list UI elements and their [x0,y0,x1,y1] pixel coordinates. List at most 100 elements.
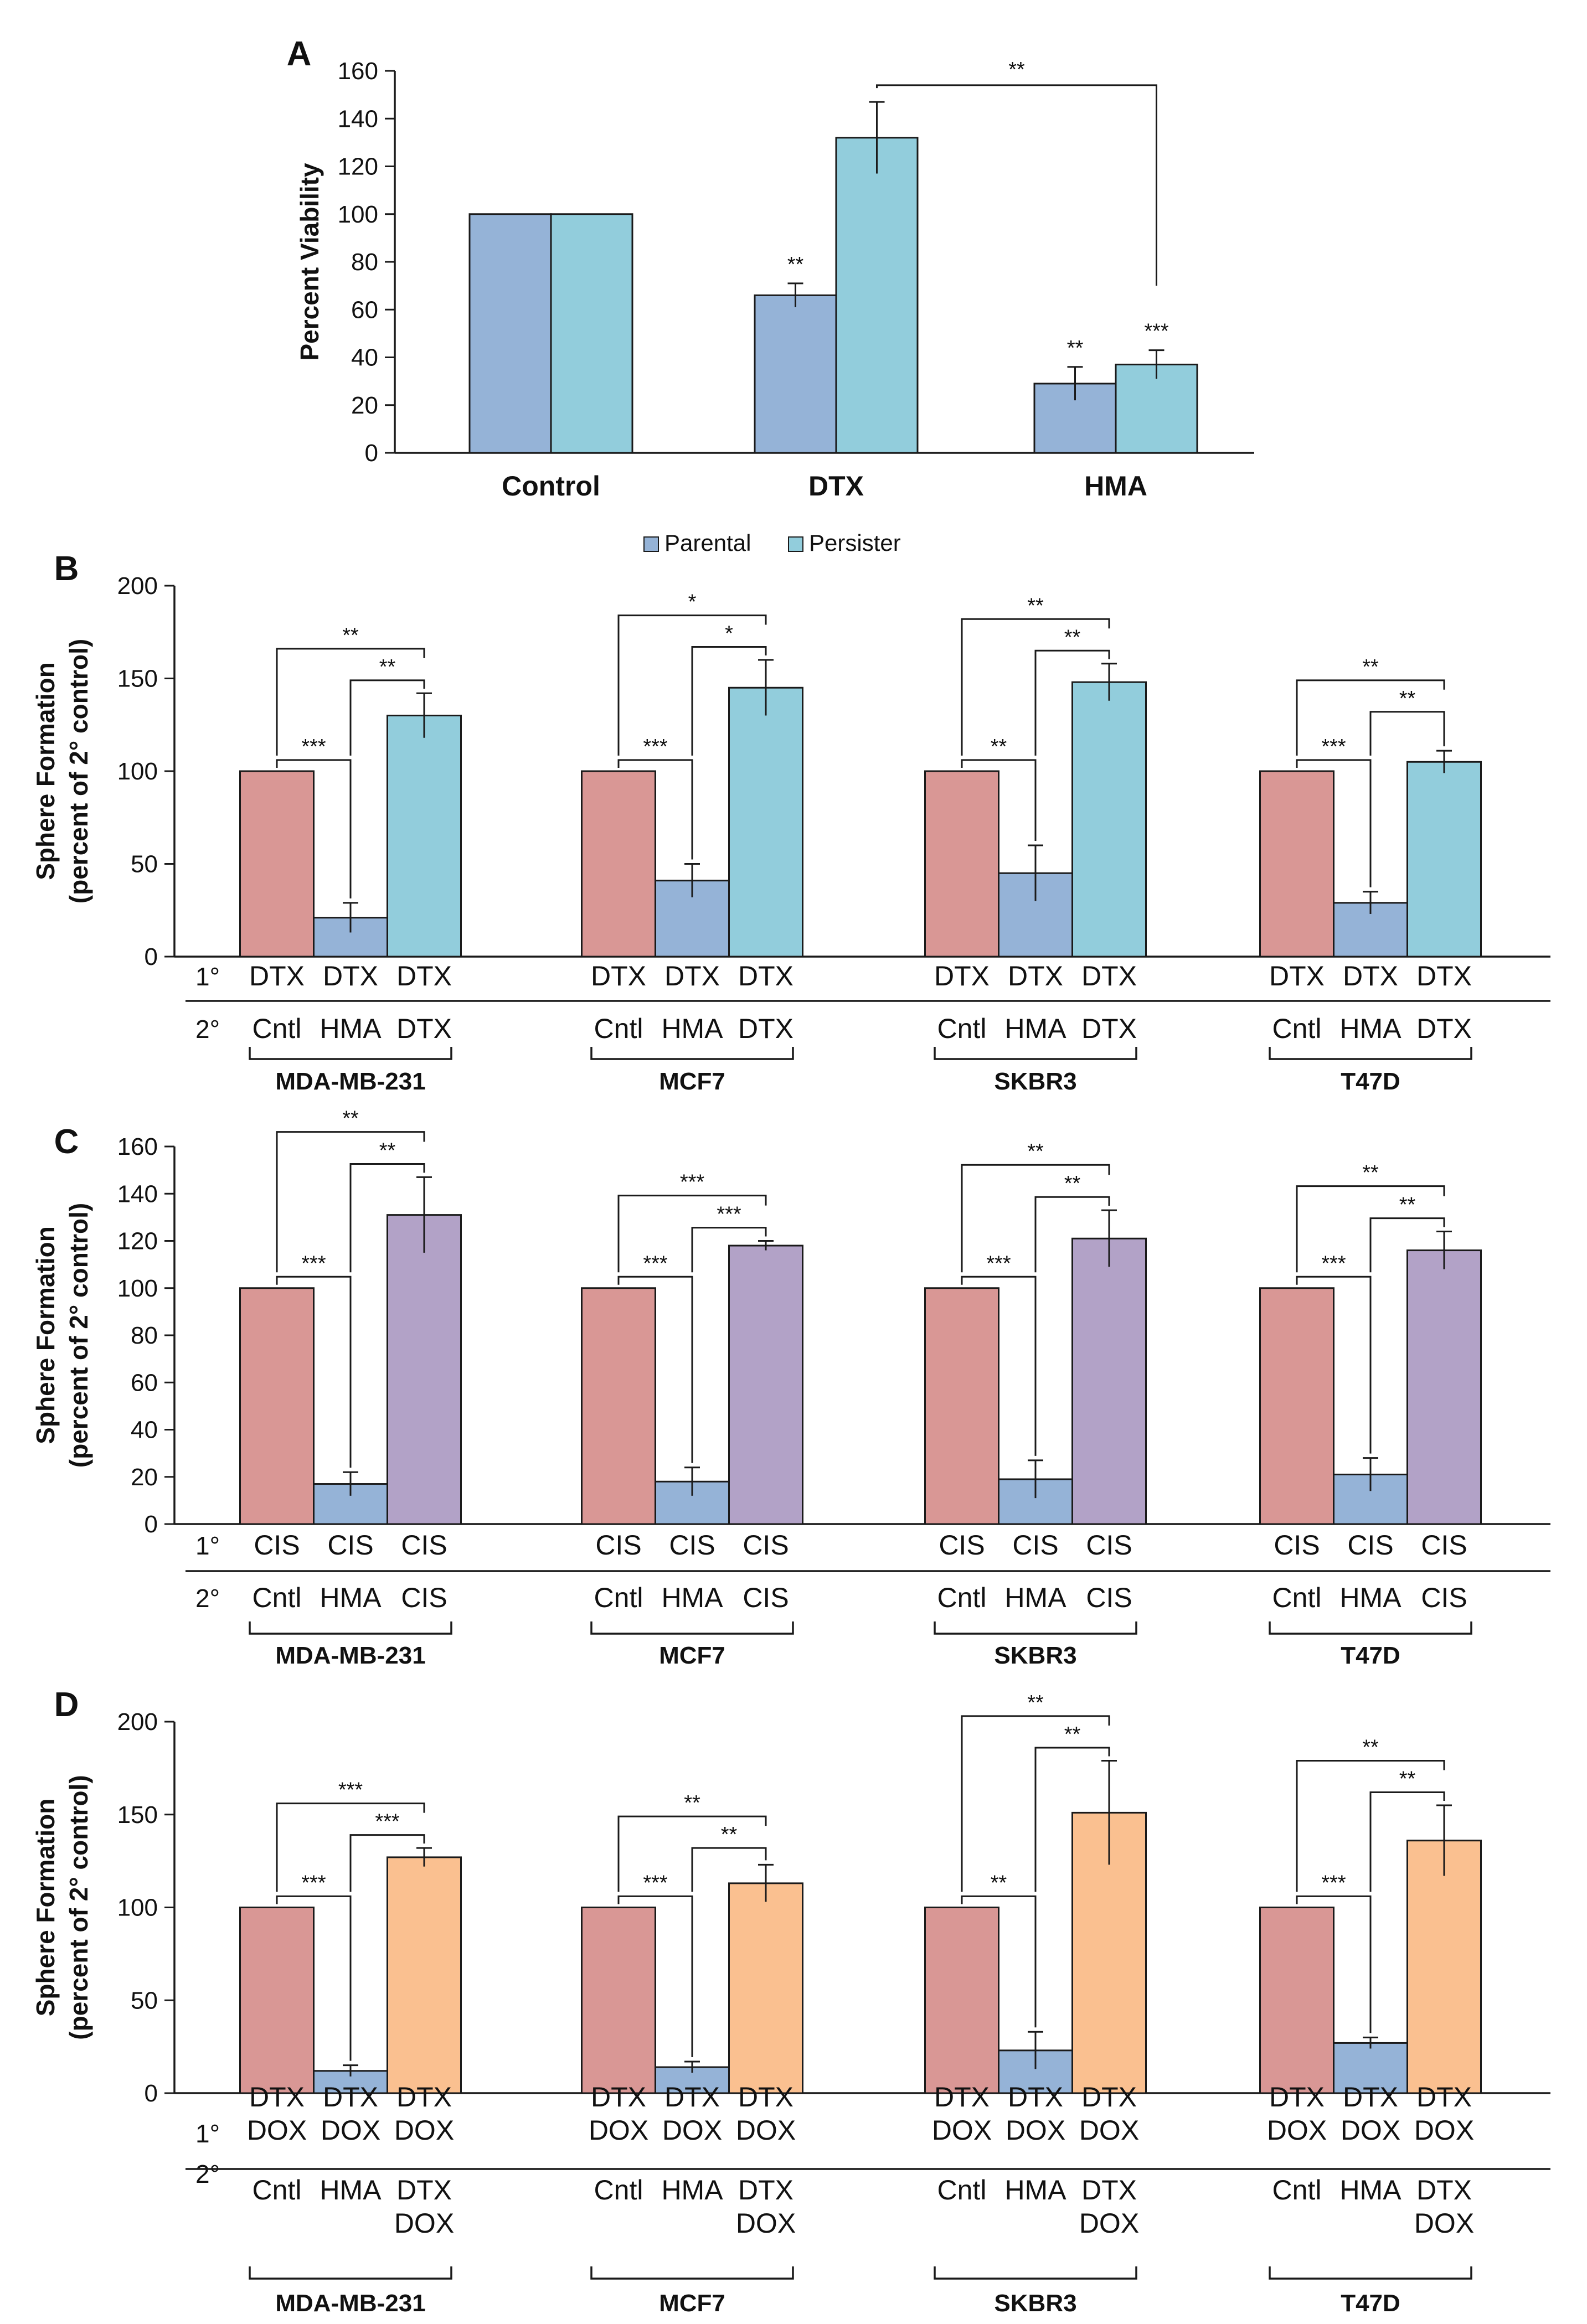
panel-b-group-t47d-secondary-2-1: HMA [1339,1013,1401,1044]
panel-c-group-mcf7-bar-1 [581,1287,656,1525]
panel-d-group-skbr3-primary-3-2: DOX [1079,2115,1139,2146]
panel-d-group-mcf7-primary-2-1: DTX [664,2082,720,2113]
panel-a-bracket [876,84,1157,286]
legend-swatch-persister [788,536,803,552]
panel-b-y-tick-label-0: 0 [145,943,158,970]
panel-c-group-skbr3-sig-outer: ** [1027,1140,1044,1163]
panel-c-group-mcf7: *** *** *** CIS CIS CIS Cntl HMA CIS MCF7 [581,1171,803,1669]
panel-d-group-t47d-primary-3-2: DOX [1414,2115,1474,2146]
panel-c-group-mcf7-bracket-mid [691,1227,767,1273]
panel-c-group-mda-mb-231-cell-line-label: MDA-MB-231 [275,1642,425,1669]
legend-label-persister: Persister [809,530,901,556]
panel-b-group-t47d-secondary-1-1: Cntl [1272,1013,1322,1044]
panel-d-group-mda-mb-231-cell-line-bracket [249,2266,452,2280]
panel-c-group-skbr3-cell-line-bracket [934,1621,1137,1635]
panel-a-y-tick-label-8: 160 [338,58,378,85]
panel-d-group-t47d-bar-2 [1333,2042,1408,2094]
panel-c-group-mda-mb-231-primary-3-1: CIS [401,1530,447,1561]
panel-c-group-mda-mb-231-bracket-inner [276,1275,352,1468]
panel-d-group-skbr3-bracket-inner [961,1895,1037,2028]
panel-c-group-t47d-cell-line-bracket [1269,1621,1472,1635]
panel-a-y-tick-label-2: 40 [351,344,378,371]
panel-c-group-mcf7-cell-line-bracket [590,1621,794,1635]
panel-c-group-t47d-sig-mid: ** [1399,1194,1416,1217]
panel-d-group-mcf7-primary-2-2: DOX [662,2115,722,2146]
panel-b-group-skbr3-sig-inner: ** [991,735,1007,758]
panel-b-group-mcf7-secondary-3-1: DTX [738,1013,794,1044]
panel-b-group-mcf7-primary-1-1: DTX [591,960,646,991]
panel-c-row-label-primary: 1° [195,1531,220,1560]
panel-c-group-skbr3-bracket-outer [961,1164,1110,1273]
panel-b-group-skbr3-bracket-outer [961,618,1110,756]
panel-b-group-skbr3-secondary-2-1: HMA [1004,1013,1066,1044]
panel-b-group-skbr3-primary-3-1: DTX [1081,960,1137,991]
panel-c-group-mcf7-cell-line-label: MCF7 [659,1642,725,1669]
panel-d-y-tick-label-4: 200 [117,1708,158,1736]
panel-d-group-mcf7-cell-line-label: MCF7 [659,2290,725,2317]
panel-d-group-skbr3-primary-1-2: DOX [932,2115,992,2146]
panel-d-group-skbr3-secondary-3-1: DTX [1081,2175,1137,2206]
panel-d-group-t47d-secondary-1-1: Cntl [1272,2175,1322,2206]
panel-d-group-mcf7-secondary-3-1: DTX [738,2175,794,2206]
panel-c-y-tick-label-2: 40 [131,1417,158,1444]
panel-b-group-mcf7-secondary-1-1: Cntl [594,1013,643,1044]
panel-c-group-t47d-secondary-3-1: CIS [1421,1582,1467,1613]
panel-b-group-mda-mb-231-primary-3-1: DTX [396,960,452,991]
panel-c-y-tick-label-8: 160 [117,1133,158,1160]
panel-c-group-t47d-primary-2-1: CIS [1347,1530,1393,1561]
panel-b-row-label-primary: 1° [195,962,220,991]
panel-c-group-t47d-secondary-1-1: Cntl [1272,1582,1322,1613]
panel-b-group-mcf7-sig-outer: * [688,591,697,614]
panel-d-group-mda-mb-231-bracket-inner [276,1895,352,2061]
panel-d-group-mda-mb-231-primary-1-1: DTX [249,2082,305,2113]
panel-c-group-mcf7-bar-3 [728,1244,803,1525]
panel-d-group-mda-mb-231-primary-1-2: DOX [247,2115,307,2146]
panel-c-group-t47d-cell-line-label: T47D [1341,1642,1400,1669]
panel-d-group-t47d-primary-3-1: DTX [1416,2082,1472,2113]
panel-d-letter: D [54,1686,79,1724]
panel-d-group-mcf7-primary-1-2: DOX [589,2115,648,2146]
panel-c-group-skbr3-bracket-inner [961,1275,1037,1456]
panel-c-group-skbr3-primary-3-1: CIS [1086,1530,1132,1561]
panel-c-y-tick-label-4: 80 [131,1322,158,1349]
panel-b-group-mcf7-primary-2-1: DTX [664,960,720,991]
panel-b-group-mda-mb-231-sig-inner: *** [301,735,326,758]
panel-c: C Sphere Formation (percent of 2° control)… [31,1107,1550,1669]
panel-a-category-label-dtx: DTX [808,471,864,502]
panel-d-group-mcf7-primary-3-2: DOX [736,2115,796,2146]
panel-c-y-label-line-2: (percent of 2° control) [64,1203,93,1468]
panel-d-group-t47d-sig-inner: *** [1321,1871,1346,1894]
panel-d-group-t47d-primary-1-2: DOX [1267,2115,1327,2146]
panel-d-group-skbr3-bracket-outer [961,1715,1110,1892]
panel-b-group-mda-mb-231-cell-line-label: MDA-MB-231 [275,1068,425,1095]
panel-a-y-tick-label-3: 60 [351,296,378,323]
panel-b-group-t47d-cell-line-bracket [1269,1047,1472,1060]
panel-c-row-label-secondary: 2° [195,1584,220,1613]
panel-d-group-skbr3-primary-3-1: DTX [1081,2082,1137,2113]
panel-d-group-t47d-primary-1-1: DTX [1269,2082,1325,2113]
panel-c-group-mda-mb-231-primary-2-1: CIS [327,1530,373,1561]
panel-b-row-label-secondary: 2° [195,1015,220,1044]
panel-d-group-mcf7-secondary-2-1: HMA [661,2175,723,2206]
panel-b-y-tick-label-1: 50 [131,851,158,878]
panel-c-group-mcf7-sig-mid: *** [717,1203,741,1226]
panel-c-y-tick-label-7: 140 [117,1180,158,1207]
panel-b-group-mcf7-bar-3 [728,686,803,958]
panel-c-y-tick-label-5: 100 [117,1275,158,1302]
panel-d-group-mda-mb-231-bar-1 [239,1907,315,2094]
panel-c-y-tick-label-1: 20 [131,1464,158,1491]
panel-c-group-mcf7-sig-inner: *** [643,1252,668,1275]
panel-a-bracket-label: ** [1008,58,1025,81]
panel-a-legend: Parental Persister [643,530,901,556]
panel-d-group-mcf7-bracket-mid [691,1847,767,1892]
panel-c-group-mda-mb-231-sig-mid: ** [379,1139,396,1163]
panel-c-y-label-line-1: Sphere Formation [31,1226,60,1444]
panel-c-group-skbr3-secondary-1-1: Cntl [937,1582,987,1613]
panel-c-group-skbr3-primary-1-1: CIS [939,1530,985,1561]
